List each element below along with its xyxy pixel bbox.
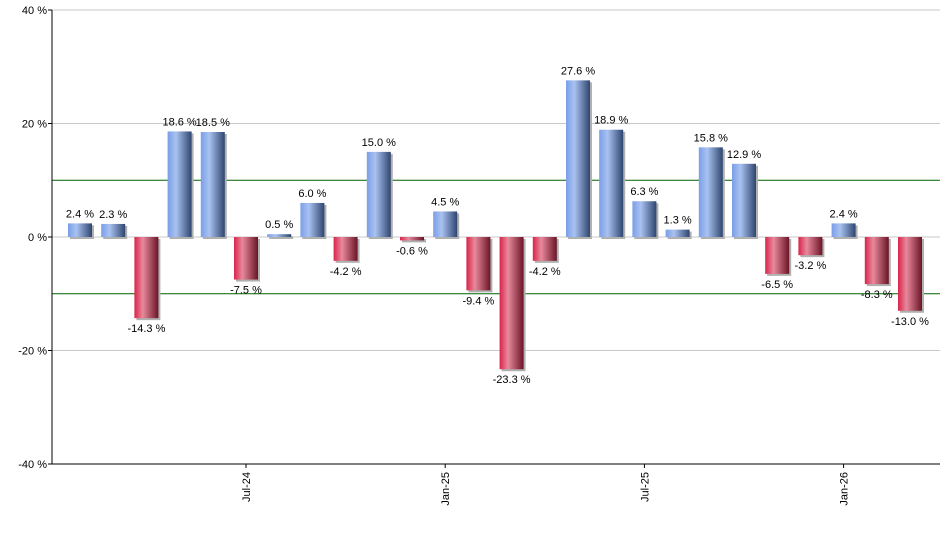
data-label: 18.6 %	[162, 116, 196, 128]
bar-Jul-24	[234, 237, 258, 280]
data-label: -0.6 %	[396, 245, 428, 257]
bar-Nov-24	[366, 151, 391, 237]
data-label: 18.5 %	[196, 117, 230, 129]
bars	[68, 80, 924, 372]
bar-Aug-25	[665, 229, 690, 237]
data-label: -3.2 %	[795, 260, 827, 272]
data-label: -14.3 %	[127, 323, 165, 335]
data-label: 6.3 %	[630, 186, 658, 198]
data-label: -7.5 %	[230, 285, 262, 297]
bar-Mar-26	[898, 237, 922, 311]
y-tick-label: 40 %	[22, 5, 47, 17]
x-tick-label: Jan-25	[440, 472, 452, 506]
bar-May-25	[566, 80, 590, 238]
data-label: 0.5 %	[265, 219, 293, 231]
data-label: 2.4 %	[66, 208, 94, 220]
data-label: -6.5 %	[761, 279, 793, 291]
bar-Oct-25	[732, 163, 756, 237]
data-label: 15.8 %	[694, 132, 728, 144]
y-tick-label: -40 %	[18, 459, 47, 471]
bar-Jul-25	[632, 201, 657, 237]
bar-Apr-24	[134, 237, 159, 319]
data-label: 4.5 %	[431, 196, 459, 208]
bar-Sep-25	[698, 147, 723, 237]
bar-Jun-25	[599, 129, 624, 237]
bar-Nov-25	[765, 237, 790, 274]
y-tick-label: 20 %	[22, 119, 47, 131]
data-label: 27.6 %	[561, 65, 595, 77]
data-label: -4.2 %	[330, 266, 362, 278]
data-label: -9.4 %	[463, 295, 495, 307]
bar-shadow	[402, 239, 426, 243]
bar-Jan-26	[831, 223, 856, 237]
bar-May-24	[167, 131, 192, 237]
x-tick-label: Jan-26	[839, 472, 851, 506]
bar-shadow	[269, 236, 294, 239]
data-label: -13.0 %	[891, 316, 929, 328]
bar-Oct-24	[333, 237, 358, 261]
y-tick-label: -20 %	[18, 346, 47, 358]
data-label: -8.3 %	[861, 289, 893, 301]
bar-Mar-25	[499, 237, 524, 370]
data-label: 2.3 %	[99, 209, 127, 221]
x-tick-label: Jul-25	[639, 472, 651, 502]
bar-Jan-25	[433, 211, 458, 237]
bar-Dec-25	[798, 237, 823, 256]
bar-Feb-26	[864, 237, 889, 285]
bar-Mar-24	[101, 223, 126, 237]
data-label: 6.0 %	[298, 188, 326, 200]
value-labels: 2.4 % 2.3 % -14.3 % 18.6 %18.5 % -7.5 % 0.5 %…	[66, 65, 929, 386]
data-label: 18.9 %	[594, 115, 628, 127]
data-label: 15.0 %	[362, 137, 396, 149]
data-label: -23.3 %	[493, 374, 531, 386]
axes: 40 % 20 % 0 % -20 % -40 % Jul-24 Jan-25 Jul-25 J…	[18, 5, 940, 506]
x-tick-label: Jul-24	[241, 472, 253, 502]
data-label: 2.4 %	[830, 208, 858, 220]
bar-Jun-24	[200, 132, 225, 237]
y-tick-label: 0 %	[28, 232, 47, 244]
bar-Sep-24	[300, 202, 325, 237]
bar-Apr-25	[532, 237, 557, 261]
bar-Aug-24	[267, 234, 292, 237]
data-label: -4.2 %	[529, 266, 561, 278]
data-label: 12.9 %	[727, 149, 761, 161]
data-label: 1.3 %	[664, 215, 692, 227]
bar-Feb-25	[466, 237, 491, 291]
bar-Feb-24	[68, 223, 92, 237]
bar-Dec-24	[400, 237, 424, 241]
